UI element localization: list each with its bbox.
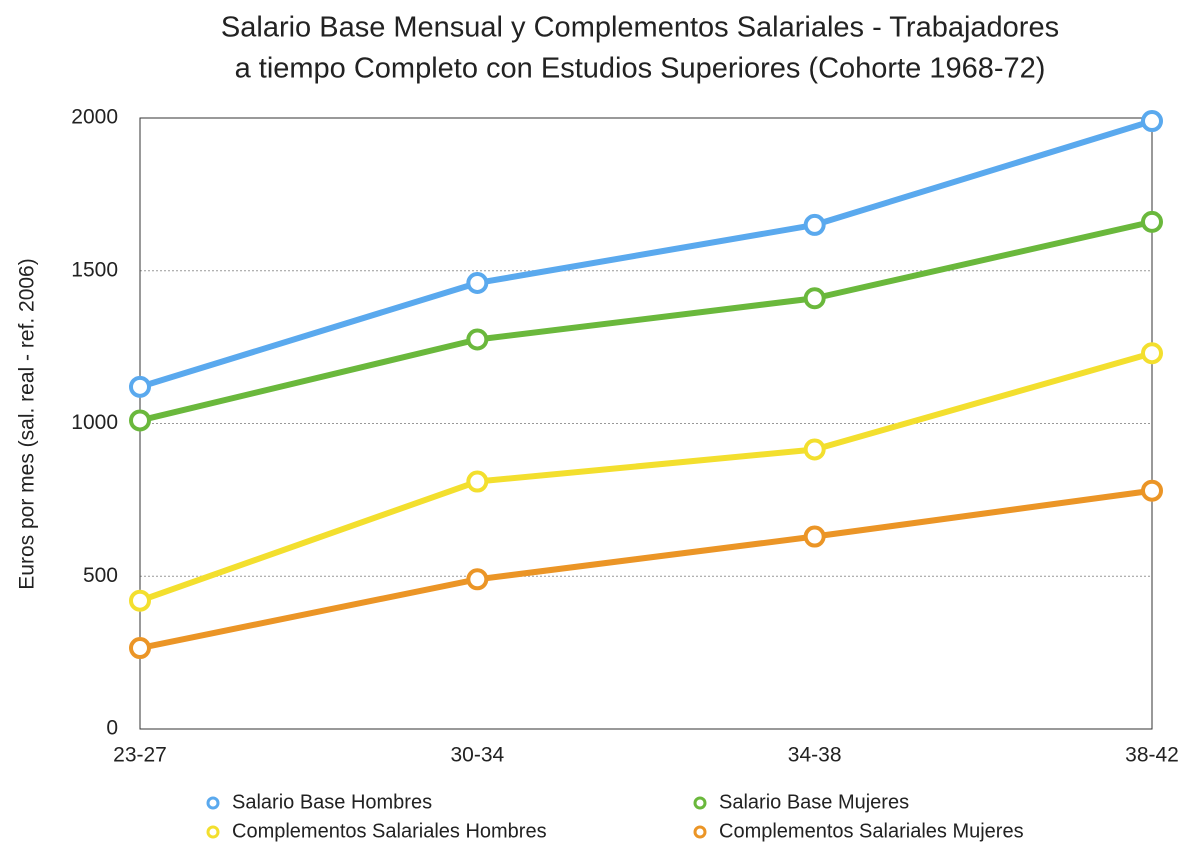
data-point (129, 589, 151, 612)
data-point (803, 213, 826, 236)
x-tick-label: 38-42 (1125, 744, 1179, 767)
y-tick-label: 2000 (71, 106, 118, 129)
data-point (1141, 210, 1163, 233)
data-point (466, 328, 489, 351)
x-tick-label: 23-27 (113, 744, 167, 767)
data-point (803, 525, 826, 548)
legend-marker (206, 796, 220, 810)
legend-label: Complementos Salariales Mujeres (719, 820, 1024, 842)
series-line (139, 118, 1153, 390)
data-point (1141, 479, 1163, 502)
data-point (466, 470, 489, 493)
data-point (803, 287, 826, 310)
series-line (139, 350, 1153, 604)
y-tick-label: 0 (106, 717, 118, 740)
series-line (139, 218, 1153, 424)
y-tick-label: 1000 (71, 411, 118, 434)
legend-label: Salario Base Mujeres (719, 791, 909, 813)
legend-label: Complementos Salariales Hombres (232, 820, 547, 842)
y-tick-label: 1500 (71, 258, 118, 281)
data-point (1141, 110, 1163, 133)
legend-marker (206, 825, 220, 839)
x-tick-label: 34-38 (788, 744, 842, 767)
chart-title: a tiempo Completo con Estudios Superiore… (235, 53, 1046, 85)
data-point (129, 409, 151, 432)
y-axis-label: Euros por mes (sal. real - ref. 2006) (16, 258, 39, 589)
data-point (129, 637, 151, 660)
legend-label: Salario Base Hombres (232, 791, 432, 813)
x-tick-label: 30-34 (450, 744, 504, 767)
data-point (466, 271, 489, 294)
y-tick-label: 500 (83, 564, 118, 587)
legend-marker (693, 796, 707, 810)
data-point (129, 375, 151, 398)
data-point (803, 438, 826, 461)
data-point (466, 568, 489, 591)
chart-title: Salario Base Mensual y Complementos Sala… (221, 12, 1059, 44)
legend-marker (693, 825, 707, 839)
data-point (1141, 342, 1163, 365)
series-line (139, 487, 1153, 651)
